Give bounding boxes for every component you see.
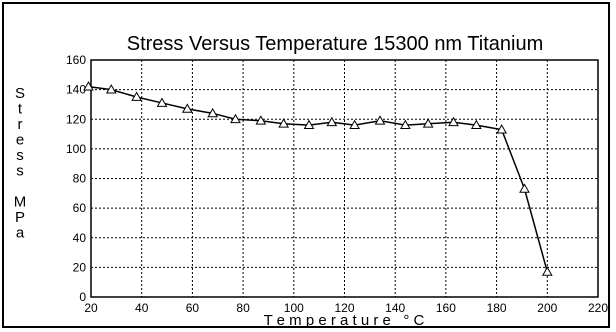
- y-tick-label-7: 140: [66, 83, 86, 97]
- chart-frame: [2, 2, 610, 328]
- x-tick-label-3: 80: [236, 301, 250, 315]
- y-tick-label-4: 80: [73, 172, 87, 186]
- x-axis-label: T e m p e r a t u r e ° C: [264, 312, 425, 329]
- data-point-3: [156, 97, 168, 107]
- y-axis-label-letter-9: a: [16, 225, 25, 242]
- data-point-0: [83, 81, 94, 91]
- x-tick-label-5: 120: [334, 301, 354, 315]
- y-tick-labels: 0 20 40 60 80 100 120 140 160: [66, 53, 86, 304]
- data-point-16: [470, 119, 482, 130]
- x-tick-label-1: 40: [135, 301, 149, 315]
- data-point-10: [326, 116, 338, 127]
- y-tick-label-0: 0: [79, 290, 86, 304]
- x-tick-label-6: 140: [385, 301, 405, 315]
- plot-area: [90, 59, 599, 298]
- y-tick-label-3: 60: [73, 201, 87, 215]
- x-tick-label-9: 200: [537, 301, 557, 315]
- data-point-2: [131, 91, 142, 101]
- x-tick-label-4: 100: [284, 301, 304, 315]
- y-tick-label-1: 20: [73, 260, 87, 274]
- data-point-14: [422, 118, 434, 128]
- y-axis-label-letter-0: S: [15, 85, 25, 102]
- y-axis-label-letter-8: P: [15, 209, 25, 226]
- data-point-4: [181, 103, 193, 113]
- data-point-9: [303, 119, 315, 130]
- data-point-13: [399, 119, 411, 130]
- y-axis-label-letter-1: t: [18, 101, 23, 118]
- series-line-0: [88, 85, 549, 273]
- data-point-11: [349, 119, 361, 130]
- y-axis-label-letter-4: s: [16, 147, 24, 164]
- y-axis-label-letter-7: M: [14, 194, 27, 211]
- data-point-1: [105, 84, 117, 94]
- y-axis-label-letter-2: r: [18, 116, 23, 133]
- data-point-5: [207, 107, 219, 118]
- x-tick-labels: 20 40 60 80 100 120 140 160 180 200 220: [84, 301, 608, 315]
- data-point-18: [519, 183, 530, 193]
- y-axis-label-letter-5: s: [16, 163, 24, 180]
- x-tick-label-7: 160: [436, 301, 456, 315]
- data-point-15: [448, 116, 459, 127]
- grid-layer: [91, 60, 598, 297]
- y-tick-label-2: 40: [73, 231, 87, 245]
- y-axis-label-letter-3: e: [16, 132, 24, 149]
- y-tick-label-8: 160: [66, 53, 86, 67]
- y-tick-label-6: 120: [66, 112, 86, 126]
- data-point-19: [541, 266, 553, 276]
- x-tick-label-8: 180: [487, 301, 507, 315]
- chart-title: Stress Versus Temperature 15300 nm Titan…: [127, 33, 544, 55]
- data-point-8: [278, 118, 290, 128]
- data-point-17: [496, 124, 508, 134]
- data-point-12: [374, 115, 386, 125]
- x-tick-label-0: 20: [84, 301, 98, 315]
- series-layer: [83, 81, 553, 276]
- y-tick-label-5: 100: [66, 142, 86, 156]
- x-tick-label-10: 220: [588, 301, 608, 315]
- data-point-7: [255, 115, 267, 125]
- data-point-6: [230, 113, 241, 124]
- x-tick-label-2: 60: [186, 301, 200, 315]
